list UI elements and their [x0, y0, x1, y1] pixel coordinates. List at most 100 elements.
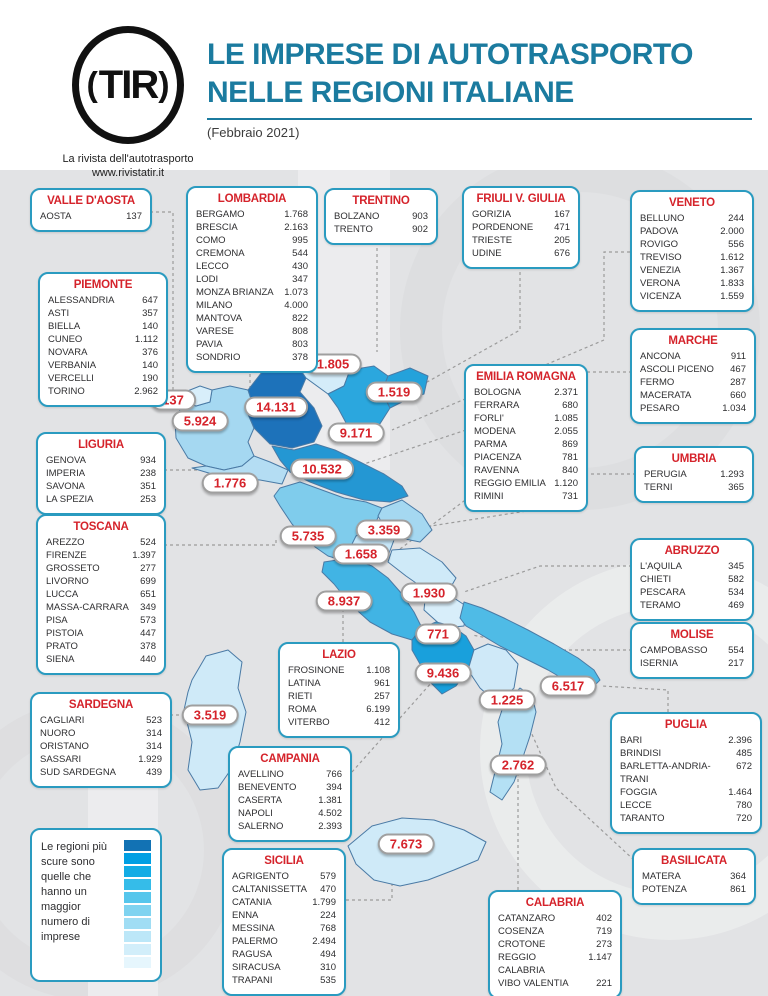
- region-title-emilia: EMILIA ROMAGNA: [476, 371, 576, 383]
- province-name: TRIESTE: [472, 235, 513, 246]
- province-name: PORDENONE: [472, 222, 534, 233]
- logo-tagline: La rivista dell'autotrasporto: [62, 153, 194, 165]
- region-title-abruzzo: ABRUZZO: [664, 545, 720, 557]
- province-value: 277: [140, 563, 156, 574]
- province-name: PERUGIA: [644, 469, 687, 480]
- region-box-calabria: CALABRIA CATANZARO 402 COSENZA 719 CROTONE 273…: [488, 890, 622, 996]
- province-value: 402: [596, 913, 612, 924]
- province-name: VICENZA: [640, 291, 682, 302]
- province-name: CALTANISSETTA: [232, 884, 307, 895]
- province-value: 544: [292, 248, 308, 259]
- region-box-lazio: LAZIO FROSINONE 1.108 LATINA 961 RIETI 257 ROMA…: [278, 642, 400, 738]
- province-row: BELLUNO 244: [640, 212, 744, 225]
- province-name: TREVISO: [640, 252, 682, 263]
- province-name: REGGIO CALABRIA: [498, 952, 545, 976]
- province-name: UDINE: [472, 248, 502, 259]
- province-name: BOLZANO: [334, 211, 380, 222]
- province-name: PIACENZA: [474, 452, 522, 463]
- province-value: 995: [292, 235, 308, 246]
- province-name: NUORO: [40, 728, 76, 739]
- region-box-toscana: TOSCANA AREZZO 524 FIRENZE 1.397 GROSSETO 277 L…: [36, 514, 166, 675]
- province-name: GENOVA: [46, 455, 86, 466]
- province-name: PADOVA: [640, 226, 679, 237]
- province-row: CALTANISSETTA 470: [232, 883, 336, 896]
- province-name: COSENZA: [498, 926, 544, 937]
- province-row: LATINA 961: [288, 677, 390, 690]
- region-box-abruzzo: ABRUZZO L'AQUILA 345 CHIETI 582 PESCARA 534 TER…: [630, 538, 754, 621]
- province-name: ANCONA: [640, 351, 681, 362]
- province-row: RAVENNA 840: [474, 464, 578, 477]
- province-name: VARESE: [196, 326, 234, 337]
- province-name: RIMINI: [474, 491, 504, 502]
- province-value: 6.199: [366, 704, 390, 715]
- province-row: CASERTA 1.381: [238, 794, 342, 807]
- province-name: FIRENZE: [46, 550, 87, 561]
- province-value: 1.367: [720, 265, 744, 276]
- province-value: 2.396: [728, 735, 752, 746]
- province-row: BARI 2.396: [620, 734, 752, 747]
- province-name: RIETI: [288, 691, 313, 702]
- province-value: 1.085: [554, 413, 578, 424]
- province-value: 357: [142, 308, 158, 319]
- province-value: 2.393: [318, 821, 342, 832]
- province-value: 2.055: [554, 426, 578, 437]
- region-box-piemonte: PIEMONTE ALESSANDRIA 647 ASTI 357 BIELLA 140 CU…: [38, 272, 168, 407]
- province-row: PADOVA 2.000: [640, 225, 744, 238]
- province-name: PESCARA: [640, 587, 686, 598]
- province-value: 2.163: [284, 222, 308, 233]
- province-row: PIACENZA 781: [474, 451, 578, 464]
- province-value: 1.768: [284, 209, 308, 220]
- province-name: NAPOLI: [238, 808, 273, 819]
- province-value: 238: [140, 468, 156, 479]
- province-value: 534: [728, 587, 744, 598]
- province-row: AGRIGENTO 579: [232, 870, 336, 883]
- province-value: 803: [292, 339, 308, 350]
- province-value: 2.000: [720, 226, 744, 237]
- region-title-marche: MARCHE: [668, 335, 718, 347]
- province-name: AOSTA: [40, 211, 72, 222]
- logo-text: TIR: [98, 62, 159, 107]
- province-row: FERMO 287: [640, 376, 746, 389]
- region-title-molise: MOLISE: [670, 629, 714, 641]
- province-value: 961: [374, 678, 390, 689]
- province-row: LODI 347: [196, 273, 308, 286]
- province-value: 471: [554, 222, 570, 233]
- province-value: 1.559: [720, 291, 744, 302]
- region-title-piemonte: PIEMONTE: [73, 279, 133, 291]
- province-value: 378: [292, 352, 308, 363]
- province-name: SUD SARDEGNA: [40, 767, 117, 778]
- province-value: 699: [140, 576, 156, 587]
- province-row: NUORO 314: [40, 727, 162, 740]
- province-row: VIBO VALENTIA 221: [498, 977, 612, 990]
- province-name: VERONA: [640, 278, 681, 289]
- region-box-molise: MOLISE CAMPOBASSO 554 ISERNIA 217: [630, 622, 754, 679]
- province-name: SAVONA: [46, 481, 85, 492]
- province-row: SIRACUSA 310: [232, 961, 336, 974]
- province-row: REGGIO EMILIA 1.120: [474, 477, 578, 490]
- province-name: GORIZIA: [472, 209, 512, 220]
- province-row: TERNI 365: [644, 481, 744, 494]
- logo-paren-left: (: [86, 65, 98, 104]
- province-value: 934: [140, 455, 156, 466]
- province-row: VERBANIA 140: [48, 359, 158, 372]
- map-total-toscana: 5.735: [279, 525, 337, 547]
- region-title-basilicata: BASILICATA: [661, 855, 727, 867]
- province-value: 554: [728, 645, 744, 656]
- logo-paren-right: ): [158, 65, 170, 104]
- province-name: PAVIA: [196, 339, 223, 350]
- map-total-puglia: 6.517: [539, 675, 597, 697]
- province-row: BIELLA 140: [48, 320, 158, 333]
- province-row: CUNEO 1.112: [48, 333, 158, 346]
- province-value: 720: [736, 813, 752, 824]
- province-row: VENEZIA 1.367: [640, 264, 744, 277]
- province-name: PISTOIA: [46, 628, 84, 639]
- province-value: 430: [292, 261, 308, 272]
- map-total-basilicata: 1.225: [478, 689, 536, 711]
- province-name: REGGIO EMILIA: [474, 478, 546, 489]
- legend-text: Le regioni più scure sono quelle che han…: [41, 841, 108, 943]
- province-value: 647: [142, 295, 158, 306]
- province-row: FIRENZE 1.397: [46, 549, 156, 562]
- province-name: MESSINA: [232, 923, 275, 934]
- province-value: 494: [320, 949, 336, 960]
- province-row: TREVISO 1.612: [640, 251, 744, 264]
